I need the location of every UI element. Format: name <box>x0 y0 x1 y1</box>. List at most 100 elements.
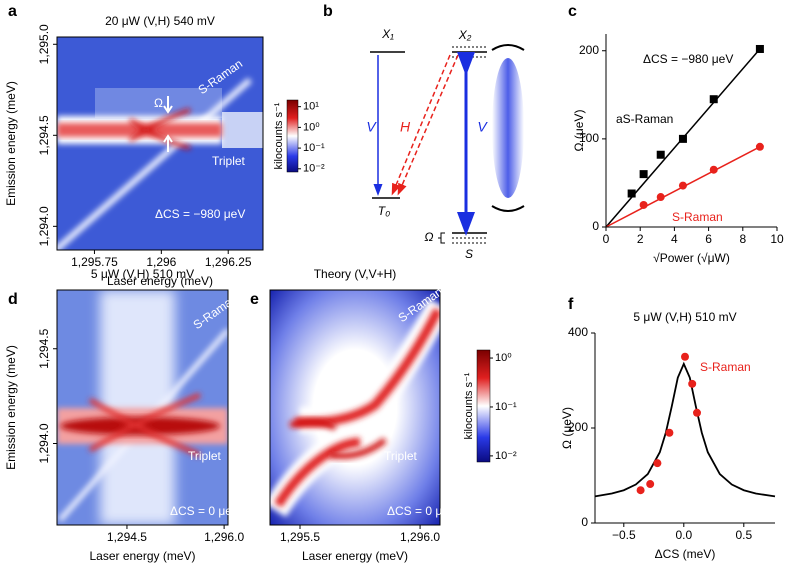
plot-frame <box>56 289 229 526</box>
colorbar-tick-label: 10⁻¹ <box>303 142 325 154</box>
heatmap-anticrossing <box>88 392 201 458</box>
x-tick-label: 10 <box>770 232 784 246</box>
cavity-mirror <box>491 44 525 212</box>
fit-curve <box>594 361 776 498</box>
x-tick-label: 0 <box>603 232 610 246</box>
series-label: S-Raman <box>672 210 723 224</box>
x-tick-label: 1,295.5 <box>280 530 320 544</box>
level-label: S <box>465 247 473 261</box>
x-tick-label: 6 <box>705 232 712 246</box>
y-tick-label: 1,294.5 <box>37 115 51 155</box>
colorbar-tick-label: 10⁰ <box>495 352 512 364</box>
heatmap-streak <box>57 77 252 250</box>
annotation: ΔCS = 0 μeV <box>170 504 240 518</box>
panel-label: f <box>568 296 574 313</box>
x-tick-label: 2 <box>637 232 644 246</box>
point <box>646 480 655 489</box>
chart-title: Theory (V,V+H) <box>314 267 397 281</box>
y-axis-label: Ω (μeV) <box>560 407 574 449</box>
x-tick-label: 1,296.25 <box>205 255 252 269</box>
plot-frame <box>269 289 441 526</box>
x-tick-label: 8 <box>739 232 746 246</box>
x-tick-label: 0.0 <box>675 528 692 542</box>
y-axis-label: Ω (μeV) <box>572 110 586 152</box>
heatmap-region <box>222 112 263 148</box>
colorbar <box>476 349 491 463</box>
x-axis-label: Laser energy (meV) <box>107 274 213 288</box>
y-tick-label: 1,294.0 <box>37 206 51 246</box>
heatmap-anticrossing <box>128 108 191 150</box>
series-label: aS-Raman <box>616 112 673 126</box>
point <box>636 486 645 495</box>
colorbar-tick-label: 10⁻¹ <box>495 401 517 413</box>
point <box>709 95 718 104</box>
chart-title: 5 μW (V,H) 510 mV <box>633 310 736 324</box>
colorbar-tick-label: 10¹ <box>303 101 319 113</box>
y-tick-label: 100 <box>579 131 599 145</box>
level-diagram: b X₁ X₂ T₀ S V H V Ω <box>323 3 525 261</box>
annotation: ΔCS = −980 μeV <box>643 52 733 66</box>
x-axis-label: √Power (√μW) <box>653 251 730 265</box>
series-label: S-Raman <box>700 360 751 374</box>
point <box>688 379 697 388</box>
point <box>656 193 665 202</box>
point <box>656 150 665 159</box>
plot-frame <box>56 36 264 251</box>
x-tick-label: −0.5 <box>612 528 636 542</box>
x-axis-label: ΔCS (meV) <box>655 547 716 561</box>
level-label: X₁ <box>381 27 394 41</box>
x-tick-label: 0.5 <box>735 528 752 542</box>
panel-label: a <box>8 3 17 20</box>
splitting-label: Ω <box>424 230 433 244</box>
heatmap-region <box>95 88 222 118</box>
point <box>681 352 689 361</box>
colorbar-label: kilocounts s⁻¹ <box>273 102 285 169</box>
x-axis-label: Laser energy (meV) <box>89 549 195 563</box>
point <box>639 170 648 179</box>
annotation: ΔCS = −980 μeV <box>155 207 245 221</box>
point <box>755 44 764 53</box>
heatmap-image <box>270 290 440 525</box>
chart-title: 20 μW (V,H) 540 mV <box>105 14 215 28</box>
heatmap-image <box>57 290 228 525</box>
y-axis-label: Emission energy (meV) <box>4 345 18 470</box>
level-label: X₂ <box>458 28 472 42</box>
heatmap-region <box>100 290 175 525</box>
colorbar <box>286 99 299 173</box>
x-tick-label: 1,296 <box>146 255 176 269</box>
y-tick-label: 1,294.0 <box>37 423 51 463</box>
chart-title: 5 μW (V,H) 510 mV <box>91 267 194 281</box>
x-tick-label: 1,295.75 <box>71 255 118 269</box>
point <box>755 142 764 151</box>
annotation: Ω <box>154 96 163 110</box>
y-tick-label: 0 <box>592 219 599 233</box>
panel-label: b <box>323 3 333 20</box>
colorbar-tick-label: 10⁻² <box>303 163 325 175</box>
x-tick-label: 1,296.0 <box>400 530 440 544</box>
point <box>653 459 662 468</box>
brace <box>438 232 445 244</box>
transition-label: H <box>400 119 411 135</box>
level-label: T₀ <box>378 204 390 218</box>
y-tick-label: 0 <box>581 515 588 529</box>
y-tick-label: 400 <box>568 325 588 339</box>
transition-label: V <box>366 119 377 135</box>
transition-label: V <box>477 119 488 135</box>
transition-arrow <box>391 54 451 196</box>
y-tick-label: 200 <box>579 43 599 57</box>
arrow <box>163 96 173 152</box>
point <box>678 181 687 190</box>
heatmap-line <box>289 419 387 459</box>
y-tick-label: 200 <box>568 420 588 434</box>
point <box>678 134 687 143</box>
point <box>693 408 701 417</box>
transition-arrow <box>397 54 459 196</box>
annotation: Triplet <box>384 449 418 463</box>
panel-label: d <box>8 291 18 308</box>
heatmap-band <box>57 123 222 137</box>
x-tick-label: 1,294.5 <box>107 530 147 544</box>
x-tick-label: 4 <box>671 232 678 246</box>
annotation: Triplet <box>188 449 222 463</box>
heatmap-image <box>57 37 263 250</box>
